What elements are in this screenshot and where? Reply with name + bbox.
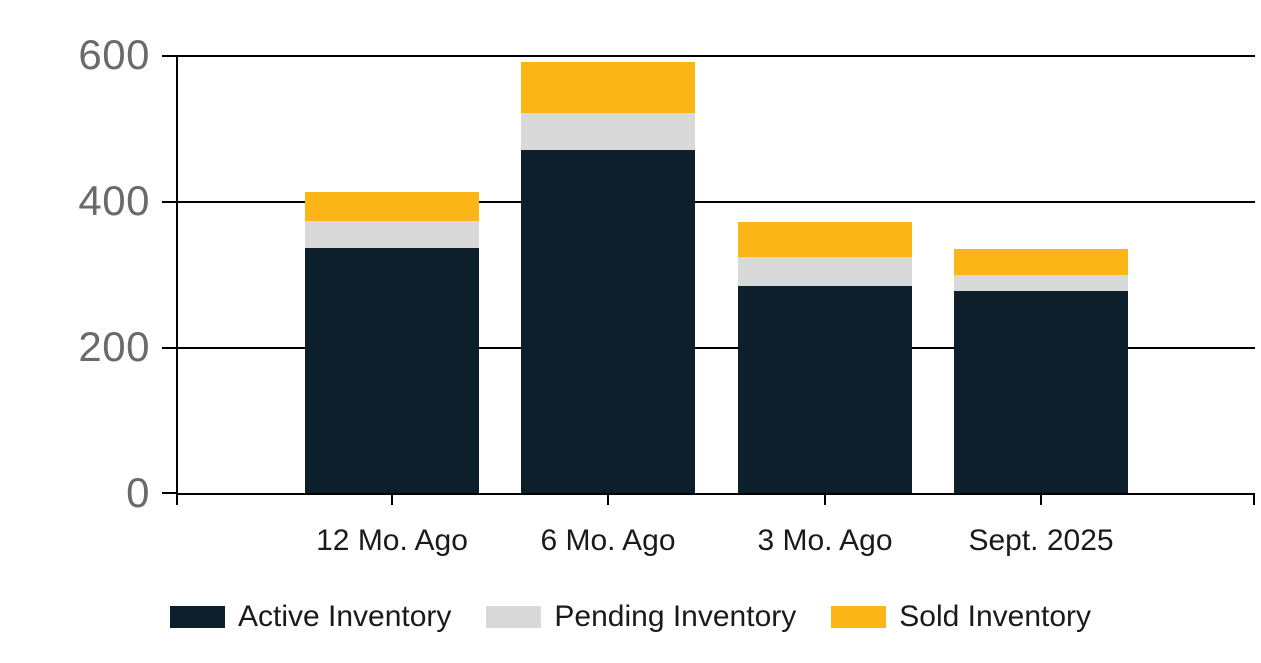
- legend-item-pending-inventory: Pending Inventory: [486, 600, 796, 634]
- y-axis-label-0: 0: [126, 469, 150, 516]
- y-axis-tick-400: [162, 201, 176, 203]
- x-axis-end-tick: [1253, 493, 1255, 505]
- y-axis-label-200: 200: [78, 323, 150, 370]
- gridline-400: [176, 201, 1255, 203]
- bar-6-mo-ago: [521, 62, 696, 493]
- bar-segment-sold-inventory-3-mo-ago: [737, 222, 912, 257]
- y-axis-line: [176, 55, 178, 505]
- bar-segment-active-inventory-6-mo-ago: [521, 149, 696, 493]
- y-axis-tick-0: [162, 492, 176, 494]
- x-axis-label-12-mo-ago: 12 Mo. Ago: [316, 524, 468, 557]
- legend-label-pending-inventory: Pending Inventory: [554, 600, 797, 633]
- legend-label-sold-inventory: Sold Inventory: [899, 600, 1092, 633]
- legend-item-sold-inventory: Sold Inventory: [831, 600, 1091, 634]
- gridline-600: [176, 55, 1255, 57]
- bar-segment-pending-inventory-12-mo-ago: [305, 220, 479, 249]
- bar-12-mo-ago: [305, 191, 479, 493]
- legend-item-active-inventory: Active Inventory: [169, 600, 452, 634]
- bar-segment-sold-inventory-12-mo-ago: [305, 191, 479, 221]
- bar-segment-pending-inventory-3-mo-ago: [737, 256, 912, 286]
- bars-group: [176, 55, 1255, 493]
- bar-segment-pending-inventory-6-mo-ago: [521, 113, 696, 150]
- bar-segment-active-inventory-12-mo-ago: [305, 248, 479, 493]
- bar-segment-pending-inventory-sept-2025: [953, 275, 1128, 291]
- x-axis-tick-3-mo-ago: [824, 493, 826, 505]
- bar-segment-sold-inventory-6-mo-ago: [521, 62, 696, 114]
- bar-3-mo-ago: [737, 222, 912, 493]
- legend-swatch-pending-inventory: [486, 606, 542, 628]
- legend-label-active-inventory: Active Inventory: [237, 600, 452, 633]
- bar-segment-active-inventory-3-mo-ago: [737, 285, 912, 493]
- y-axis-tick-600: [162, 55, 176, 57]
- legend-swatch-sold-inventory: [831, 606, 887, 628]
- y-axis-label-400: 400: [78, 177, 150, 224]
- x-axis-label-sept-2025: Sept. 2025: [968, 524, 1114, 557]
- bar-segment-sold-inventory-sept-2025: [953, 249, 1128, 276]
- x-axis-tick-6-mo-ago: [607, 493, 609, 505]
- y-axis-tick-200: [162, 347, 176, 349]
- legend: Active Inventory Pending Inventory Sold …: [0, 595, 1261, 639]
- y-axis-label-600: 600: [78, 31, 150, 78]
- x-axis-label-3-mo-ago: 3 Mo. Ago: [757, 524, 893, 557]
- bar-segment-active-inventory-sept-2025: [953, 290, 1128, 493]
- x-axis-tick-12-mo-ago: [391, 493, 393, 505]
- plot-area: [162, 55, 1255, 505]
- x-axis-tick-sept-2025: [1040, 493, 1042, 505]
- bar-sept-2025: [953, 249, 1128, 493]
- x-axis-label-6-mo-ago: 6 Mo. Ago: [540, 524, 676, 557]
- gridline-200: [176, 347, 1255, 349]
- legend-swatch-active-inventory: [169, 606, 225, 628]
